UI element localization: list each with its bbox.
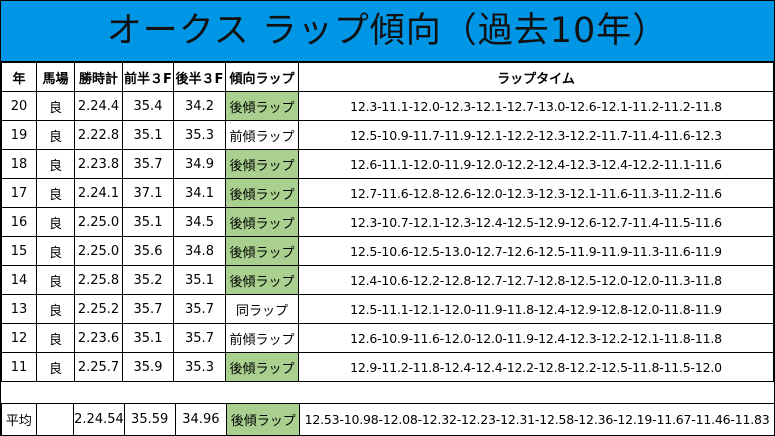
table-row: 14 良 2.25.8 35.2 35.1 後傾ラップ 12.4-10.6-12.2-12.…	[1, 265, 774, 295]
cell-time: 2.22.8	[74, 120, 123, 150]
header-last3f: 後半３F	[173, 62, 226, 92]
cell-track: 良	[36, 323, 75, 353]
cell-first3f: 35.1	[122, 120, 174, 150]
cell-first3f: 35.1	[122, 323, 174, 353]
cell-first3f: 35.1	[122, 207, 174, 237]
table-row: 17 良 2.24.1 37.1 34.1 後傾ラップ 12.7-11.6-12.8-12.…	[1, 178, 774, 208]
average-laps: 12.53-10.98-12.08-12.32-12.23-12.31-12.5…	[299, 403, 775, 436]
cell-year: 12	[1, 323, 37, 353]
header-track: 馬場	[36, 62, 75, 92]
cell-year: 16	[1, 207, 37, 237]
header-time: 勝時計	[74, 62, 123, 92]
header-year: 年	[1, 62, 37, 92]
blank-spacer-row	[1, 371, 774, 401]
cell-first3f: 35.9	[122, 352, 174, 382]
cell-laps: 12.5-10.6-12.5-13.0-12.7-12.6-12.5-11.9-…	[298, 236, 774, 266]
cell-last3f: 35.3	[173, 120, 226, 150]
cell-track: 良	[36, 236, 75, 266]
cell-last3f: 34.9	[173, 149, 226, 179]
header-row: 年 馬場 勝時計 前半３F 後半３F 傾向ラップ ラップタイム	[1, 62, 774, 92]
average-label: 平均	[1, 403, 37, 436]
average-last3f: 34.96	[174, 403, 228, 436]
cell-trend: 後傾ラップ	[225, 149, 299, 179]
cell-trend: 後傾ラップ	[225, 91, 299, 121]
cell-laps: 12.5-11.1-12.1-12.0-11.9-11.8-12.4-12.9-…	[298, 294, 774, 324]
cell-laps: 12.6-10.9-11.6-12.0-12.0-11.9-12.4-12.3-…	[298, 323, 774, 353]
cell-year: 19	[1, 120, 37, 150]
cell-trend: 後傾ラップ	[225, 236, 299, 266]
cell-laps: 12.3-10.7-12.1-12.3-12.4-12.5-12.9-12.6-…	[298, 207, 774, 237]
lap-trend-table: 年 馬場 勝時計 前半３F 後半３F 傾向ラップ ラップタイム 20 良 2.24.…	[1, 62, 774, 382]
cell-laps: 12.5-10.9-11.7-11.9-12.1-12.2-12.3-12.2-…	[298, 120, 774, 150]
cell-time: 2.25.0	[74, 207, 123, 237]
cell-trend: 後傾ラップ	[225, 352, 299, 382]
cell-year: 20	[1, 91, 37, 121]
cell-laps: 12.7-11.6-12.8-12.6-12.0-12.3-12.3-12.1-…	[298, 178, 774, 208]
cell-first3f: 35.7	[122, 294, 174, 324]
average-row: 平均 2.24.54 35.59 34.96 後傾ラップ 12.53-10.98…	[1, 403, 775, 436]
cell-first3f: 37.1	[122, 178, 174, 208]
cell-track: 良	[36, 294, 75, 324]
cell-track: 良	[36, 91, 75, 121]
table-row: 20 良 2.24.4 35.4 34.2 後傾ラップ 12.3-11.1-12.0-12.…	[1, 91, 774, 121]
table-row: 12 良 2.23.6 35.1 35.7 前傾ラップ 12.6-10.9-11.6-12.…	[1, 323, 774, 353]
cell-track: 良	[36, 120, 75, 150]
cell-time: 2.25.2	[74, 294, 123, 324]
cell-track: 良	[36, 265, 75, 295]
cell-last3f: 35.7	[173, 294, 226, 324]
cell-year: 18	[1, 149, 37, 179]
average-trend: 後傾ラップ	[226, 403, 301, 436]
average-time: 2.24.54	[73, 403, 125, 436]
cell-track: 良	[36, 352, 75, 382]
cell-last3f: 35.7	[173, 323, 226, 353]
cell-time: 2.23.6	[74, 323, 123, 353]
average-table: 平均 2.24.54 35.59 34.96 後傾ラップ 12.53-10.98…	[1, 403, 775, 436]
header-first3f: 前半３F	[122, 62, 174, 92]
table-row: 13 良 2.25.2 35.7 35.7 同ラップ 12.5-11.1-12.1-12.0…	[1, 294, 774, 324]
cell-trend: 前傾ラップ	[225, 323, 299, 353]
page-title: オークス ラップ傾向（過去10年）	[1, 1, 774, 62]
cell-last3f: 35.3	[173, 352, 226, 382]
cell-year: 15	[1, 236, 37, 266]
table-row: 16 良 2.25.0 35.1 34.5 後傾ラップ 12.3-10.7-12.1-12.…	[1, 207, 774, 237]
cell-year: 13	[1, 294, 37, 324]
cell-last3f: 35.1	[173, 265, 226, 295]
cell-laps: 12.9-11.2-11.8-12.4-12.4-12.2-12.8-12.2-…	[298, 352, 774, 382]
cell-last3f: 34.1	[173, 178, 226, 208]
cell-time: 2.25.8	[74, 265, 123, 295]
cell-last3f: 34.2	[173, 91, 226, 121]
cell-track: 良	[36, 207, 75, 237]
table-row: 11 良 2.25.7 35.9 35.3 後傾ラップ 12.9-11.2-11.8-12.…	[1, 352, 774, 382]
cell-trend: 後傾ラップ	[225, 207, 299, 237]
cell-trend: 後傾ラップ	[225, 265, 299, 295]
cell-track: 良	[36, 178, 75, 208]
cell-first3f: 35.2	[122, 265, 174, 295]
average-track	[35, 403, 75, 436]
cell-year: 17	[1, 178, 37, 208]
cell-trend: 後傾ラップ	[225, 178, 299, 208]
cell-trend: 同ラップ	[225, 294, 299, 324]
cell-laps: 12.3-11.1-12.0-12.3-12.1-12.7-13.0-12.6-…	[298, 91, 774, 121]
cell-last3f: 34.8	[173, 236, 226, 266]
header-laps: ラップタイム	[298, 62, 774, 92]
cell-first3f: 35.6	[122, 236, 174, 266]
cell-first3f: 35.7	[122, 149, 174, 179]
header-trend: 傾向ラップ	[225, 62, 299, 92]
cell-time: 2.23.8	[74, 149, 123, 179]
cell-laps: 12.6-11.1-12.0-11.9-12.0-12.2-12.4-12.3-…	[298, 149, 774, 179]
cell-time: 2.24.4	[74, 91, 123, 121]
table-row: 19 良 2.22.8 35.1 35.3 前傾ラップ 12.5-10.9-11.7-11.…	[1, 120, 774, 150]
cell-last3f: 34.5	[173, 207, 226, 237]
table-row: 15 良 2.25.0 35.6 34.8 後傾ラップ 12.5-10.6-12.5-13.…	[1, 236, 774, 266]
average-first3f: 35.59	[123, 403, 176, 436]
cell-time: 2.24.1	[74, 178, 123, 208]
cell-time: 2.25.0	[74, 236, 123, 266]
cell-year: 11	[1, 352, 37, 382]
cell-trend: 前傾ラップ	[225, 120, 299, 150]
cell-year: 14	[1, 265, 37, 295]
cell-track: 良	[36, 149, 75, 179]
table-row: 18 良 2.23.8 35.7 34.9 後傾ラップ 12.6-11.1-12.0-11.…	[1, 149, 774, 179]
cell-first3f: 35.4	[122, 91, 174, 121]
cell-laps: 12.4-10.6-12.2-12.8-12.7-12.7-12.8-12.5-…	[298, 265, 774, 295]
